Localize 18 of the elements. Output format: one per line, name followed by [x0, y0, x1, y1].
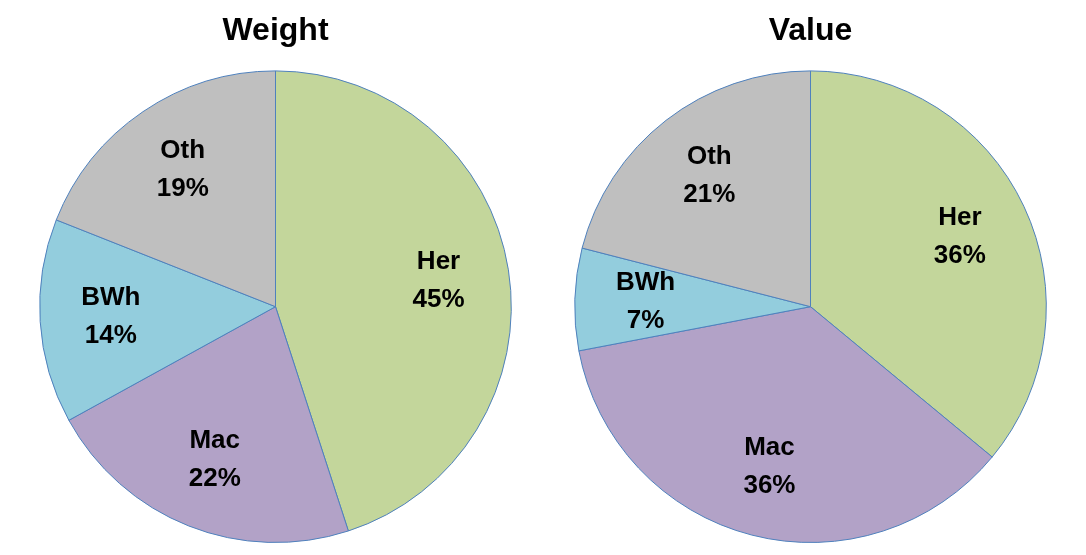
- data-label: 22%: [188, 462, 241, 493]
- slice-label: Mac: [189, 424, 241, 455]
- data-label: 14%: [84, 319, 137, 350]
- chart-title: Value: [768, 11, 853, 48]
- data-label: 21%: [683, 178, 736, 209]
- chart-title: Weight: [222, 11, 329, 48]
- data-label: 45%: [412, 283, 465, 314]
- data-label: 19%: [156, 172, 209, 203]
- data-label: 7%: [626, 303, 665, 334]
- slice-label: Her: [938, 200, 982, 231]
- slice-label: Oth: [686, 140, 732, 171]
- slice-label: Her: [416, 245, 461, 276]
- slice-label: Mac: [744, 430, 795, 461]
- slice-label: Oth: [160, 134, 206, 165]
- slice-label: BWh: [615, 265, 676, 296]
- data-label: 36%: [743, 468, 796, 499]
- slice-label: BWh: [81, 281, 141, 312]
- data-label: 36%: [933, 238, 986, 269]
